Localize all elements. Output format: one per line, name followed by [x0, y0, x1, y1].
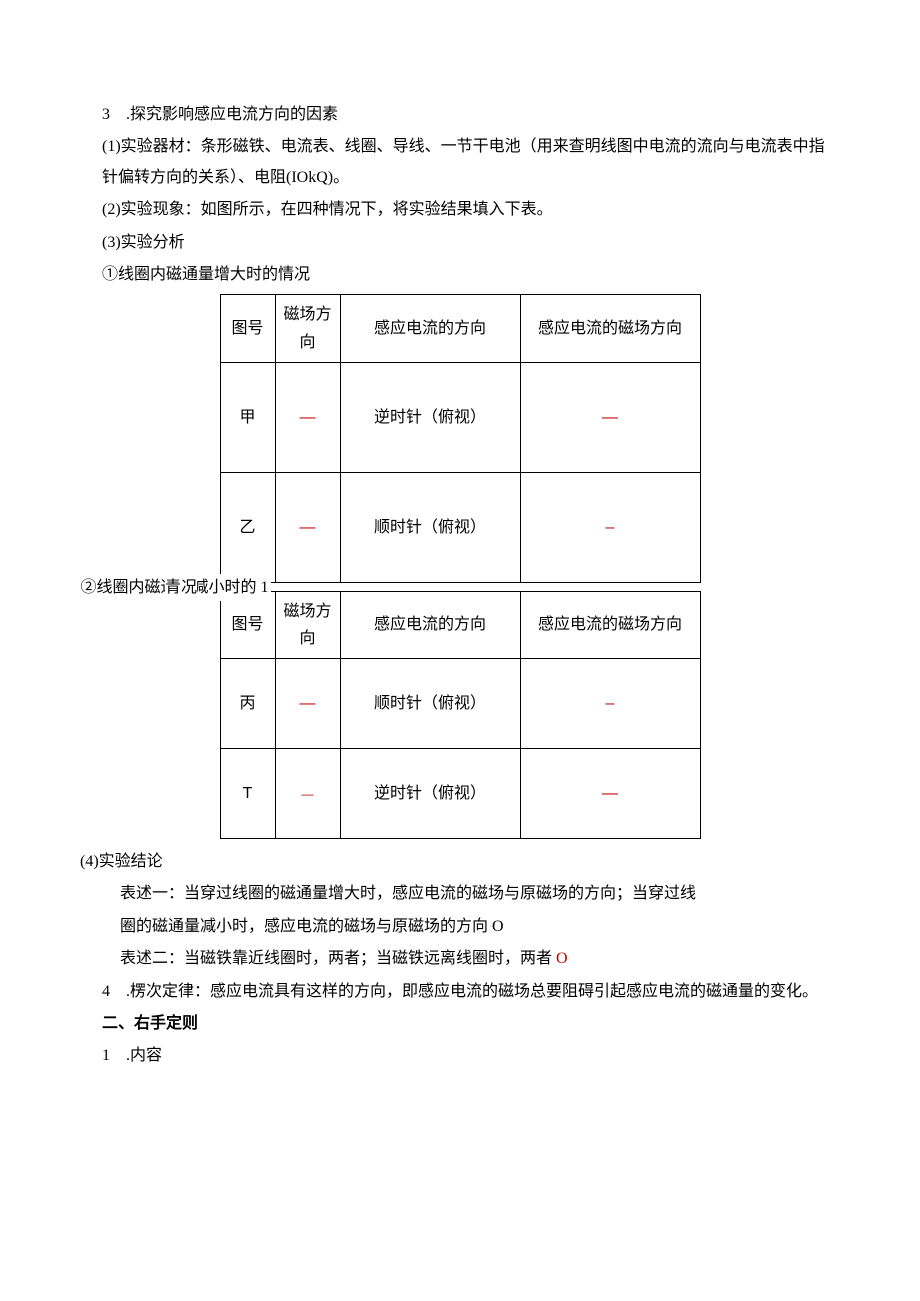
paragraph-7: 表述一：当穿过线圈的磁通量增大时，感应电流的磁场与原磁场的方向；当穿过线: [80, 879, 840, 909]
cell-current: 逆时针（俯视）: [340, 362, 520, 472]
paragraph-3: (3)实验分析: [80, 228, 840, 258]
table-row: T — 逆时针（俯视） —: [220, 749, 700, 839]
th-current-dir: 感应电流的方向: [340, 295, 520, 362]
paragraph-4: ①线圈内磁通量增大时的情况: [80, 260, 840, 290]
o-marker: O: [556, 950, 568, 967]
th-figno: ②线圈内磁通量减小时的 1 图号: [220, 591, 275, 658]
paragraph-6: (4)实验结论: [80, 847, 840, 877]
paragraph-10: 4 .楞次定律：感应电流具有这样的方向，即感应电流的磁场总要阻碍引起感应电流的磁…: [80, 977, 840, 1007]
cell-current: 顺时针（俯视）: [340, 472, 520, 582]
cell-current: 顺时针（俯视）: [340, 659, 520, 749]
th-field-dir: 磁场方向: [275, 295, 340, 362]
cell-mag: —: [520, 749, 700, 839]
table-row: ②线圈内磁通量减小时的 1 图号 磁场方向 感应电流的方向 感应电流的磁场方向: [220, 591, 700, 658]
paragraph-9: 表述二：当磁铁靠近线圈时，两者；当磁铁远离线圈时，两者 O: [80, 944, 840, 974]
cell-label: 甲: [220, 362, 275, 472]
paragraph-1: (1)实验器材：条形磁铁、电流表、线圈、导线、一节干电池（用来查明线图中电流的流…: [80, 132, 840, 193]
th-mag-dir: 感应电流的磁场方向: [520, 591, 700, 658]
cell-field: —: [275, 659, 340, 749]
cell-mag: –: [520, 659, 700, 749]
paragraph-8: 圈的磁通量减小时，感应电流的磁场与原磁场的方向 O: [80, 912, 840, 942]
cell-field: —: [275, 362, 340, 472]
paragraph-12: 1 .内容: [80, 1041, 840, 1071]
table-row: 丙 — 顺时针（俯视） –: [220, 659, 700, 749]
th-field-dir: 磁场方向: [275, 591, 340, 658]
cell-field: —: [275, 472, 340, 582]
page: 3 .探究影响感应电流方向的因素 (1)实验器材：条形磁铁、电流表、线圈、导线、…: [0, 0, 920, 1301]
table-decrease: ②线圈内磁通量减小时的 1 图号 磁场方向 感应电流的方向 感应电流的磁场方向 …: [220, 591, 701, 839]
cell-field: —: [275, 749, 340, 839]
cell-label: 乙: [220, 472, 275, 582]
cell-label: T: [220, 749, 275, 839]
cell-current: 逆时针（俯视）: [340, 749, 520, 839]
paragraph-5b-overflow: 青况: [165, 573, 197, 603]
table-row: 乙 — 顺时针（俯视） –: [220, 472, 700, 582]
section-3-title: 3 .探究影响感应电流方向的因素: [80, 100, 840, 130]
section-2-title: 二、右手定则: [80, 1009, 840, 1039]
table-row: 图号 磁场方向 感应电流的方向 感应电流的磁场方向: [220, 295, 700, 362]
cell-mag: —: [520, 362, 700, 472]
cell-mag: –: [520, 472, 700, 582]
table-decrease-wrap: ②线圈内磁通量减小时的 1 图号 磁场方向 感应电流的方向 感应电流的磁场方向 …: [80, 591, 840, 839]
th-mag-dir: 感应电流的磁场方向: [520, 295, 700, 362]
paragraph-2: (2)实验现象：如图所示，在四种情况下，将实验结果填入下表。: [80, 195, 840, 225]
th-current-dir: 感应电流的方向: [340, 591, 520, 658]
th-figno: 图号: [220, 295, 275, 362]
table-row: 甲 — 逆时针（俯视） —: [220, 362, 700, 472]
table-increase: 图号 磁场方向 感应电流的方向 感应电流的磁场方向 甲 — 逆时针（俯视） — …: [220, 294, 701, 582]
cell-label: 丙: [220, 659, 275, 749]
